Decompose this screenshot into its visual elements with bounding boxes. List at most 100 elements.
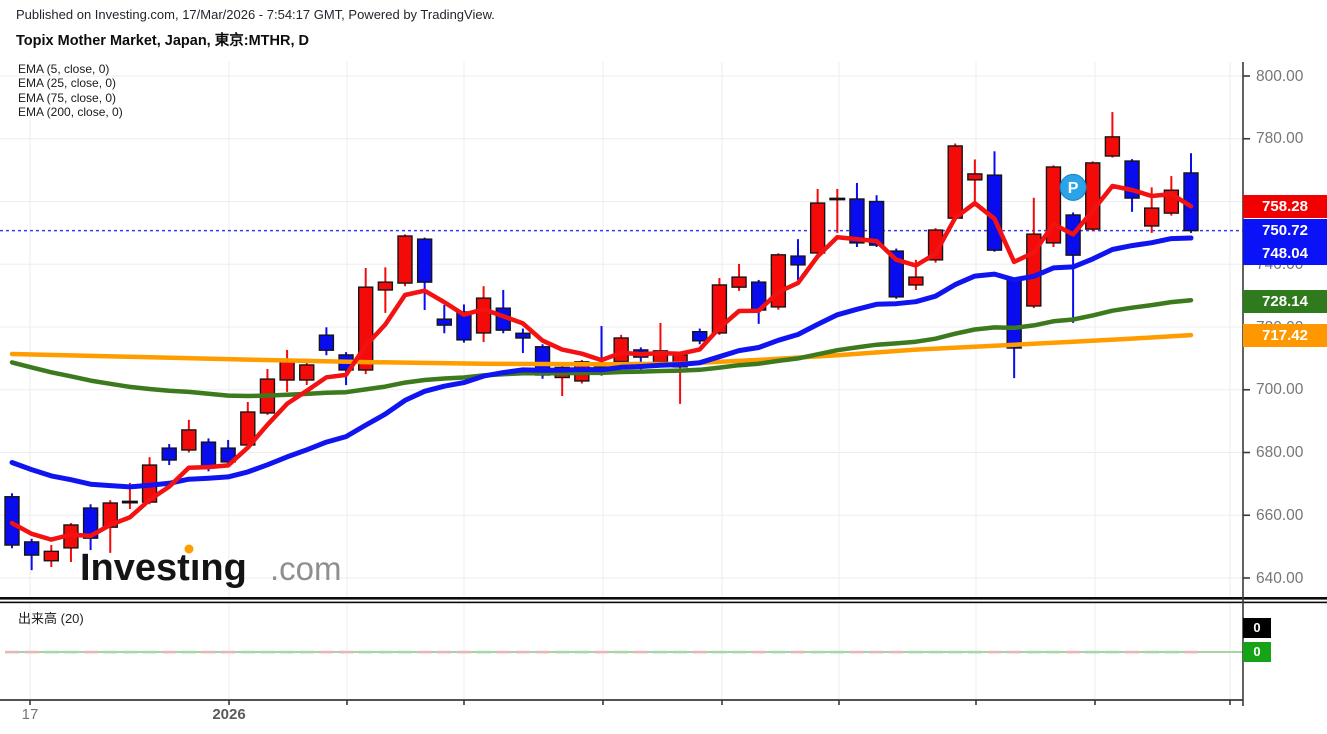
price-axis-label: 700.00 — [1256, 381, 1304, 399]
svg-text:Investıng: Investıng — [80, 547, 247, 589]
volume-bar — [614, 650, 629, 654]
candle — [751, 279, 767, 324]
volume-bar — [810, 650, 825, 654]
price-axis-label: 640.00 — [1256, 569, 1304, 587]
volume-bar — [791, 650, 805, 654]
volume-bar — [103, 650, 118, 654]
volume-bar — [181, 650, 196, 654]
price-badge-last-price: 750.72 — [1243, 219, 1327, 243]
volume-bar — [869, 650, 884, 654]
volume-bar — [1066, 650, 1081, 654]
volume-bar — [653, 650, 668, 654]
volume-bar — [594, 650, 609, 654]
chart-title: Topix Mother Market, Japan, 東京:MTHR, D — [16, 33, 309, 49]
candle — [82, 504, 99, 551]
candle — [652, 322, 669, 365]
panel-separator[interactable] — [0, 597, 1327, 600]
panel-separator[interactable] — [0, 601, 1327, 604]
time-axis-label[interactable]: 2026 — [212, 706, 245, 723]
candle — [613, 334, 629, 365]
volume-bar — [1164, 650, 1179, 654]
volume-bar — [515, 650, 530, 654]
ema25-line — [9, 235, 1194, 490]
volume-bar — [555, 650, 570, 654]
price-axis-label: 780.00 — [1256, 130, 1304, 148]
candle — [1104, 112, 1121, 158]
volume-bar — [633, 650, 648, 654]
volume-bar — [240, 650, 255, 654]
p-marker[interactable]: P — [1059, 173, 1087, 201]
volume-indicator-label[interactable]: 出来高 (20) — [18, 611, 84, 626]
candle — [1183, 153, 1199, 233]
candle — [475, 286, 492, 343]
price-badge-ema75: 728.14 — [1243, 289, 1327, 313]
candle — [672, 352, 688, 404]
candle — [436, 305, 452, 334]
volume-bar — [476, 650, 491, 654]
volume-bar — [535, 650, 550, 654]
volume-bar — [673, 650, 688, 654]
candle — [279, 349, 295, 392]
volume-bar — [1007, 650, 1022, 654]
volume-bar — [771, 650, 786, 654]
volume-bar — [928, 650, 943, 654]
volume-bar — [24, 650, 39, 654]
volume-ma-badge: 0 — [1243, 642, 1271, 662]
volume-bar — [692, 650, 707, 654]
svg-text:.com: .com — [270, 550, 342, 587]
candle — [1124, 159, 1140, 212]
volume-bar — [1105, 650, 1120, 654]
price-badge-ema25: 748.04 — [1243, 242, 1327, 266]
candle — [377, 267, 394, 313]
volume-bar — [967, 650, 982, 654]
ema200-line — [9, 332, 1194, 367]
volume-bar — [378, 650, 393, 654]
candle — [4, 493, 20, 549]
legend-item-ema25[interactable]: EMA (25, close, 0) — [18, 76, 117, 91]
candle — [986, 151, 1003, 252]
volume-bar — [142, 650, 157, 654]
candle — [43, 545, 59, 568]
legend-item-ema75[interactable]: EMA (75, close, 0) — [18, 90, 117, 105]
volume-bar — [221, 650, 236, 654]
volume-bar — [1184, 650, 1198, 654]
svg-text:P: P — [1068, 180, 1079, 197]
candle — [829, 188, 846, 233]
volume-bar — [1085, 650, 1100, 654]
volume-bar — [496, 650, 511, 654]
legend-item-ema200[interactable]: EMA (200, close, 0) — [18, 104, 123, 119]
legend-item-ema5[interactable]: EMA (5, close, 0) — [18, 62, 110, 76]
candle — [358, 268, 374, 375]
volume-bar — [299, 650, 314, 654]
candle — [397, 234, 413, 287]
volume-bar — [44, 650, 59, 654]
volume-bar — [1046, 650, 1061, 654]
volume-bar — [83, 650, 98, 654]
price-badge-ema200: 717.42 — [1243, 323, 1327, 347]
volume-bar — [574, 650, 589, 654]
ema75-line — [9, 297, 1194, 399]
ema5-line — [9, 183, 1194, 542]
volume-bar — [437, 650, 452, 654]
candle — [299, 361, 315, 386]
candle — [809, 188, 826, 255]
volume-bar — [987, 650, 1002, 654]
volume-bar — [830, 650, 845, 654]
volume-bar — [849, 650, 864, 654]
candle — [318, 327, 335, 356]
candle — [868, 195, 885, 247]
time-axis-label[interactable]: 17 — [22, 706, 39, 723]
volume-bar — [122, 650, 137, 654]
volume-bar — [358, 650, 373, 654]
volume-bar — [1026, 650, 1041, 654]
volume-bar — [889, 650, 904, 654]
candle — [495, 289, 511, 334]
candle — [515, 328, 531, 354]
price-axis-label: 800.00 — [1256, 67, 1304, 85]
candle — [790, 239, 806, 280]
published-line: Published on Investing.com, 17/Mar/2026 … — [16, 7, 495, 22]
watermark-accent-dot — [184, 544, 194, 554]
volume-bar — [456, 650, 471, 654]
